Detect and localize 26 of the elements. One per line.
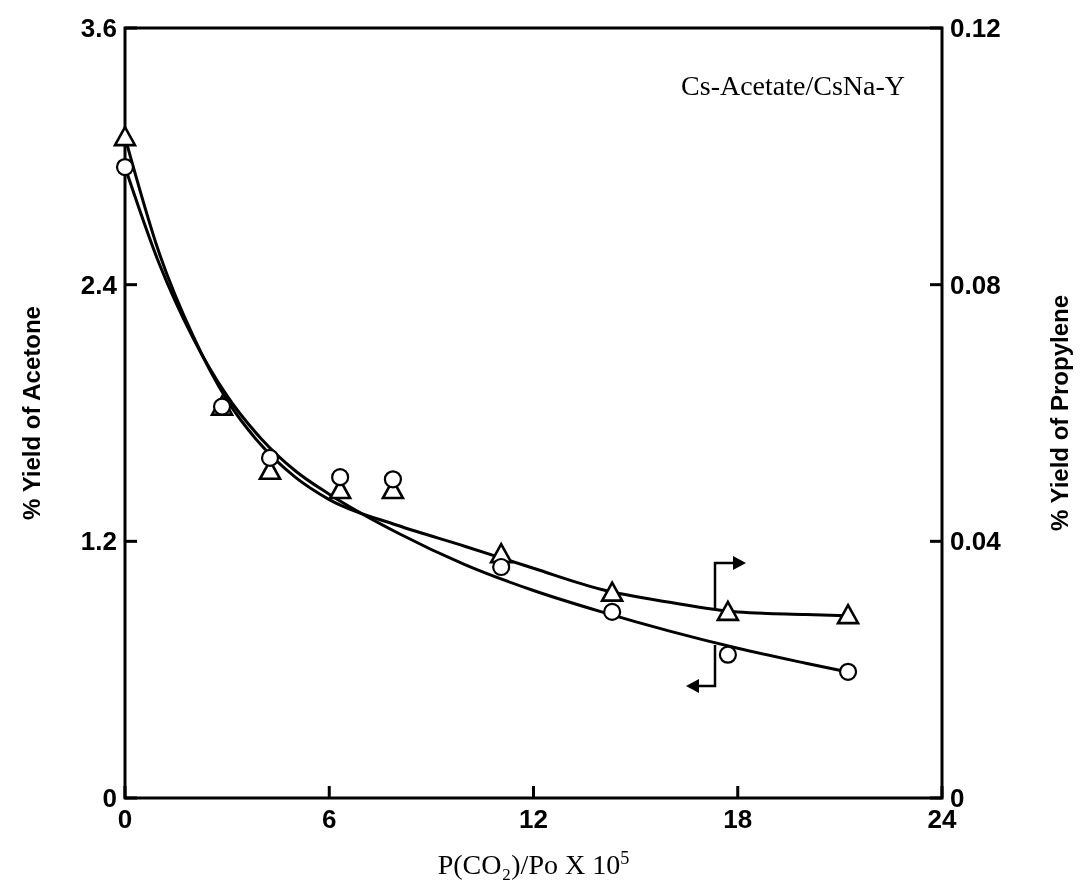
point <box>600 581 624 602</box>
point <box>115 157 135 177</box>
point <box>260 448 280 468</box>
y2-tick-label: 0.12 <box>950 13 1001 43</box>
point <box>603 602 622 622</box>
x-tick-label: 6 <box>322 804 337 834</box>
y2-tick-label: 0.08 <box>950 269 1001 300</box>
annotation: Cs-Acetate/CsNa-Y <box>681 70 905 101</box>
y-tick-label: 1.2 <box>80 526 117 557</box>
y-tick-label: 2.4 <box>80 269 118 300</box>
y-tick-label: 0 <box>102 783 117 813</box>
point <box>383 470 403 489</box>
point <box>492 557 511 577</box>
point <box>331 468 350 487</box>
point <box>113 125 137 147</box>
x-tick-label: 18 <box>723 804 753 834</box>
point <box>716 600 740 622</box>
point <box>718 645 737 664</box>
y-tick-label: 3.6 <box>80 13 117 43</box>
x-tick-label: 12 <box>519 804 548 834</box>
y-axis-title: % Yield of Acetone <box>18 306 45 520</box>
point <box>836 603 860 625</box>
y2-tick-label: 0.04 <box>950 526 1002 557</box>
point <box>838 662 858 681</box>
y2-axis-title: % Yield of Propylene <box>1046 294 1073 532</box>
x-axis-title: P(CO₂)/Po X 10$^{5}$ <box>437 848 630 880</box>
